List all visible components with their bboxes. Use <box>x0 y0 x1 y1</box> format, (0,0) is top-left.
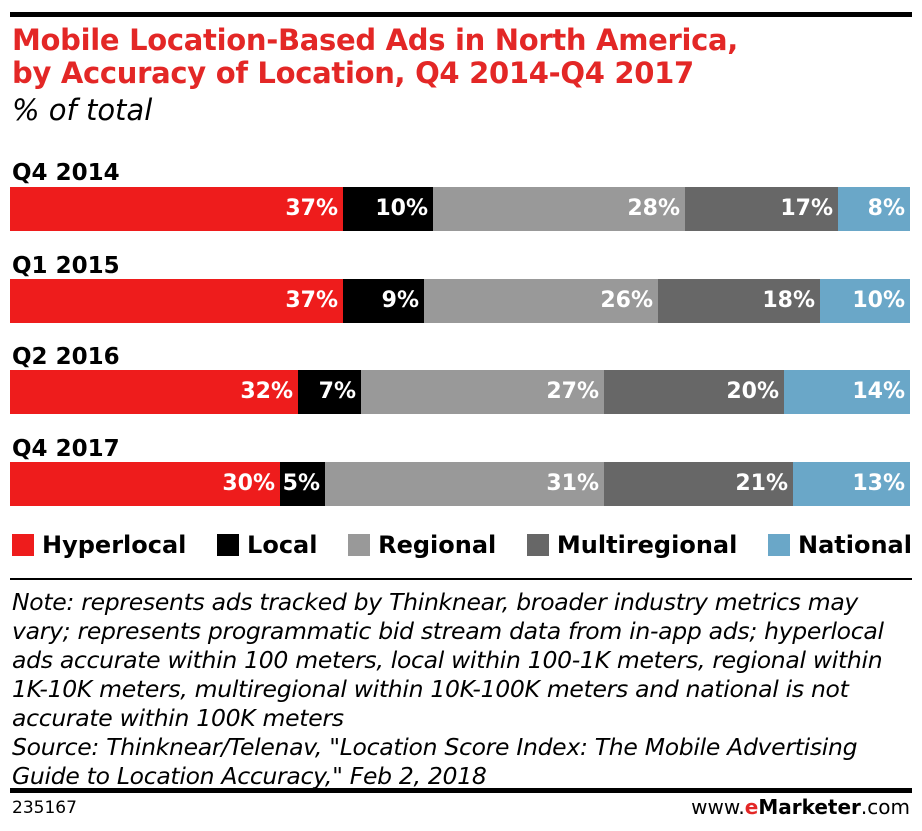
brand-prefix: www. <box>691 795 745 819</box>
data-label: 5% <box>282 471 320 496</box>
legend-swatch <box>526 534 549 556</box>
bar-segment-regional: 26% <box>424 279 658 323</box>
row-label-q4-2014: Q4 2014 <box>12 160 120 186</box>
bar-row-q4-2014: 37% 10% 28% 17% 8% <box>10 187 910 231</box>
chart-id: 235167 <box>12 798 77 818</box>
legend-item-hyperlocal: Hyperlocal <box>12 531 186 559</box>
data-label: 30% <box>222 471 275 496</box>
data-label: 26% <box>600 288 653 313</box>
legend-swatch <box>12 534 34 556</box>
legend-item-local: Local <box>217 531 317 559</box>
legend-label: National <box>797 531 912 559</box>
data-label: 14% <box>852 379 905 404</box>
chart-source: Source: Thinknear/Telenav, "Location Sco… <box>12 733 858 790</box>
bar-segment-local: 10% <box>343 187 433 231</box>
bar-segment-local: 5% <box>280 462 325 506</box>
bottom-rule <box>10 788 912 793</box>
data-label: 8% <box>867 196 905 221</box>
chart-subtitle: % of total <box>12 93 153 127</box>
data-label: 37% <box>285 196 338 221</box>
legend-label: Hyperlocal <box>42 531 187 559</box>
data-label: 10% <box>375 196 428 221</box>
bar-segment-hyperlocal: 32% <box>10 370 298 414</box>
data-label: 13% <box>852 471 905 496</box>
bar-segment-hyperlocal: 30% <box>10 462 280 506</box>
data-label: 17% <box>780 196 833 221</box>
bar-row-q1-2015: 37% 9% 26% 18% 10% <box>10 279 910 323</box>
data-label: 20% <box>726 379 779 404</box>
bar-segment-multiregional: 21% <box>604 462 793 506</box>
legend-label: Multiregional <box>556 531 738 559</box>
middle-rule <box>10 578 912 580</box>
bar-segment-national: 13% <box>793 462 910 506</box>
bar-segment-multiregional: 18% <box>658 279 820 323</box>
row-label-q4-2017: Q4 2017 <box>12 436 120 462</box>
legend-swatch <box>348 534 371 556</box>
bar-segment-national: 14% <box>784 370 910 414</box>
legend-label: Regional <box>378 531 497 559</box>
legend-label: Local <box>247 531 318 559</box>
bar-segment-regional: 28% <box>433 187 685 231</box>
bar-segment-local: 7% <box>298 370 361 414</box>
row-label-q1-2015: Q1 2015 <box>12 253 120 279</box>
bar-segment-national: 10% <box>820 279 910 323</box>
bar-segment-national: 8% <box>838 187 910 231</box>
bar-segment-local: 9% <box>343 279 424 323</box>
top-rule <box>10 12 912 17</box>
data-label: 37% <box>285 288 338 313</box>
chart-note: Note: represents ads tracked by Thinknea… <box>12 588 884 732</box>
bar-segment-hyperlocal: 37% <box>10 279 343 323</box>
row-label-q2-2016: Q2 2016 <box>12 344 120 370</box>
bar-segment-hyperlocal: 37% <box>10 187 343 231</box>
chart-title: Mobile Location-Based Ads in North Ameri… <box>12 24 912 90</box>
legend-swatch <box>217 534 240 556</box>
bar-row-q2-2016: 32% 7% 27% 20% 14% <box>10 370 910 414</box>
brand-name: Marketer <box>758 795 861 819</box>
legend-item-multiregional: Multiregional <box>526 531 738 559</box>
data-label: 31% <box>546 471 599 496</box>
bar-segment-regional: 27% <box>361 370 604 414</box>
bar-segment-regional: 31% <box>325 462 604 506</box>
brand-e: e <box>744 795 759 819</box>
data-label: 9% <box>381 288 419 313</box>
title-line-2: by Accuracy of Location, Q4 2014-Q4 2017 <box>12 56 694 90</box>
data-label: 28% <box>627 196 680 221</box>
legend-swatch <box>767 534 790 556</box>
brand-url[interactable]: www.eMarketer.com <box>691 795 910 819</box>
data-label: 18% <box>762 288 815 313</box>
brand-suffix: .com <box>860 795 910 819</box>
bar-row-q4-2017: 30% 5% 31% 21% 13% <box>10 462 910 506</box>
legend-item-national: National <box>767 531 912 559</box>
data-label: 10% <box>852 288 905 313</box>
data-label: 21% <box>735 471 788 496</box>
data-label: 27% <box>546 379 599 404</box>
data-label: 32% <box>240 379 293 404</box>
legend-item-regional: Regional <box>348 531 496 559</box>
bar-segment-multiregional: 17% <box>685 187 838 231</box>
chart-legend: Hyperlocal Local Regional Multiregional Nati… <box>12 531 912 559</box>
bar-segment-multiregional: 20% <box>604 370 784 414</box>
data-label: 7% <box>318 379 356 404</box>
title-line-1: Mobile Location-Based Ads in North Ameri… <box>12 23 739 57</box>
